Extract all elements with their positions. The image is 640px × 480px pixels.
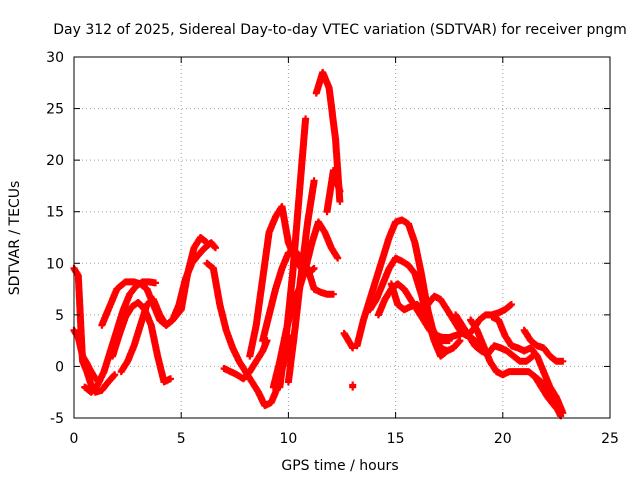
marker-track-y bbox=[520, 326, 567, 365]
x-tick-label: 20 bbox=[494, 431, 512, 447]
series-track-z bbox=[531, 373, 565, 420]
x-tick-label: 5 bbox=[177, 431, 186, 447]
x-axis-label: GPS time / hours bbox=[281, 458, 398, 474]
series-track-e bbox=[109, 299, 174, 386]
x-tick-label: 10 bbox=[279, 431, 297, 447]
x-tick-label: 15 bbox=[387, 431, 405, 447]
series-track-h bbox=[220, 337, 271, 383]
marker-track-l bbox=[276, 115, 310, 391]
data-marks bbox=[70, 69, 567, 420]
series-track-l bbox=[276, 115, 310, 391]
series-track-p bbox=[340, 329, 357, 352]
grid bbox=[74, 57, 610, 418]
marker-track-m bbox=[284, 177, 318, 386]
series-track-w bbox=[467, 316, 565, 417]
chart-title: Day 312 of 2025, Sidereal Day-to-day VTE… bbox=[53, 22, 627, 38]
series-track-y bbox=[520, 326, 567, 365]
x-tick-label: 25 bbox=[601, 431, 619, 447]
marker-track-f bbox=[117, 234, 211, 376]
marker-track-e bbox=[109, 299, 174, 386]
series-track-q bbox=[353, 216, 464, 355]
y-tick-label: 30 bbox=[46, 50, 64, 66]
y-tick-label: 25 bbox=[46, 102, 64, 118]
marker-track-p bbox=[340, 329, 357, 352]
axis-ticks bbox=[73, 56, 611, 419]
series-dots bbox=[349, 381, 357, 391]
y-tick-label: 0 bbox=[55, 359, 64, 375]
marker-track-h bbox=[220, 337, 271, 383]
y-tick-label: 10 bbox=[46, 256, 64, 272]
series-track-f bbox=[117, 234, 211, 376]
y-tick-label: 20 bbox=[46, 153, 64, 169]
series-track-m bbox=[284, 177, 318, 386]
y-axis-label: SDTVAR / TECUs bbox=[7, 181, 23, 296]
y-tick-labels: -5 0 5 10 15 20 25 30 bbox=[46, 50, 64, 427]
marker-track-z bbox=[531, 373, 565, 420]
x-tick-labels: 0 5 10 15 20 25 bbox=[70, 431, 619, 447]
series-track-u bbox=[424, 292, 515, 339]
marker-track-w bbox=[467, 316, 565, 417]
series-track-o bbox=[323, 167, 344, 216]
marker-track-q bbox=[353, 216, 464, 355]
plot-frame bbox=[73, 56, 611, 419]
x-tick-label: 0 bbox=[70, 431, 79, 447]
marker-dots bbox=[349, 381, 357, 391]
marker-track-u bbox=[424, 292, 515, 339]
marker-track-x bbox=[488, 313, 567, 417]
marker-track-o bbox=[323, 167, 344, 216]
y-tick-label: 15 bbox=[46, 205, 64, 221]
y-tick-label: 5 bbox=[55, 308, 64, 324]
series-track-x bbox=[488, 313, 567, 417]
y-tick-label: -5 bbox=[50, 411, 64, 427]
